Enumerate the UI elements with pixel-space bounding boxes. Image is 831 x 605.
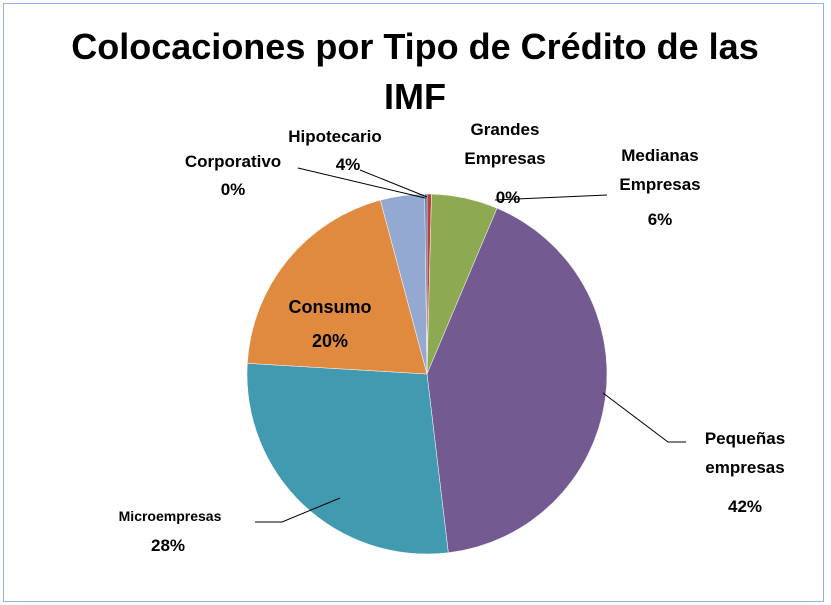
value-label: 28% — [150, 536, 186, 555]
slice-label: Consumo — [288, 297, 372, 317]
slice-label: Medianas Empresas — [619, 146, 701, 194]
slice-label: Pequeñas empresas — [704, 429, 786, 477]
pie-slice — [246, 363, 449, 555]
value-label: 20% — [311, 331, 349, 351]
value-label: 0% — [220, 180, 246, 199]
value-label: 42% — [727, 497, 763, 516]
pie-slice — [426, 207, 608, 554]
value-label: 0% — [495, 188, 521, 207]
chart-border — [3, 3, 824, 602]
leader-line — [255, 497, 341, 523]
slice-label: Corporativo — [184, 152, 282, 171]
pie-slice — [247, 199, 428, 375]
leader-line — [359, 169, 428, 198]
pie-slice — [424, 193, 428, 375]
slice-label: Microempresas — [118, 508, 222, 524]
leader-line — [602, 392, 686, 443]
slice-label: Hipotecario — [288, 127, 382, 146]
value-label: 4% — [335, 155, 361, 174]
slice-label: Grandes Empresas — [464, 120, 546, 168]
leader-line — [494, 194, 608, 201]
value-label: 6% — [647, 210, 673, 229]
leader-line — [297, 167, 426, 199]
chart-title: Colocaciones por Tipo de Crédito de las … — [71, 26, 759, 117]
